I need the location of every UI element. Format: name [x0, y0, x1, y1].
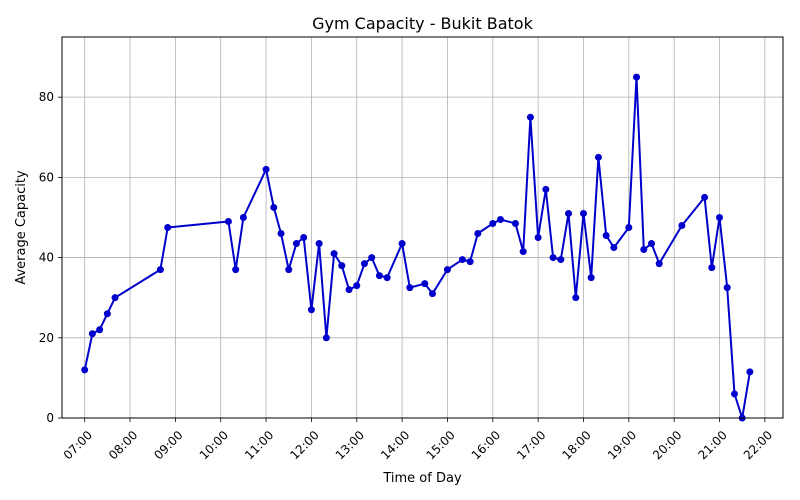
data-point	[496, 215, 504, 223]
y-axis: 0 20 40 60 80	[39, 90, 62, 425]
x-tick-label: 22:00	[741, 428, 775, 462]
marker-layer	[81, 73, 754, 422]
data-point	[111, 294, 119, 302]
data-point	[655, 260, 663, 268]
x-tick-label: 16:00	[469, 428, 503, 462]
x-tick-label: 18:00	[559, 428, 593, 462]
y-tick-label: 40	[39, 251, 54, 265]
data-point	[565, 209, 573, 217]
data-point	[730, 390, 738, 398]
x-tick-label: 20:00	[650, 428, 684, 462]
data-point	[428, 290, 436, 298]
y-tick-label: 20	[39, 331, 54, 345]
y-tick-label: 60	[39, 170, 54, 184]
data-point	[96, 326, 104, 334]
data-point	[625, 224, 633, 231]
x-tick-label: 12:00	[287, 428, 321, 462]
data-point	[353, 282, 361, 290]
x-tick-label: 07:00	[61, 428, 95, 462]
data-point	[322, 334, 330, 342]
data-point	[375, 272, 383, 280]
data-point	[542, 185, 550, 193]
data-point	[534, 234, 542, 242]
data-point	[519, 248, 527, 256]
data-point	[572, 294, 580, 302]
x-tick-label: 13:00	[333, 428, 367, 462]
data-point	[292, 240, 300, 248]
data-point	[610, 244, 618, 252]
x-tick-label: 09:00	[151, 428, 185, 462]
data-point	[398, 240, 406, 248]
data-point	[239, 213, 247, 221]
data-point	[307, 306, 315, 314]
data-point	[466, 258, 474, 266]
x-tick-label: 10:00	[197, 428, 231, 462]
data-point	[723, 284, 731, 292]
data-point	[164, 224, 172, 231]
data-point	[270, 203, 278, 211]
data-point	[300, 234, 308, 242]
data-point	[640, 246, 648, 254]
data-point	[557, 256, 565, 264]
data-point	[338, 262, 346, 270]
data-point	[224, 217, 232, 225]
data-point	[602, 232, 610, 240]
x-axis-title: Time of Day	[382, 471, 462, 486]
y-tick-label: 80	[39, 90, 54, 104]
data-point	[262, 165, 270, 173]
x-axis: 07:00 08:00 09:00 10:00 11:00 12:00 13:00 14:00…	[61, 418, 775, 462]
y-tick-label: 0	[46, 411, 54, 425]
data-point	[330, 250, 338, 258]
x-tick-label: 17:00	[514, 428, 548, 462]
data-point	[587, 274, 595, 282]
data-point	[647, 240, 655, 248]
data-point	[345, 286, 353, 294]
data-point	[701, 193, 709, 201]
data-point	[103, 310, 111, 318]
data-point	[368, 254, 376, 262]
data-point	[594, 153, 602, 161]
data-point	[421, 280, 429, 288]
data-point	[716, 213, 724, 221]
y-axis-title: Average Capacity	[14, 170, 29, 285]
data-point	[156, 266, 164, 274]
data-point	[458, 256, 466, 264]
data-point	[383, 274, 391, 282]
data-point	[277, 230, 285, 238]
data-point	[549, 254, 557, 262]
data-point	[489, 219, 497, 227]
data-point	[678, 221, 686, 229]
x-tick-label: 14:00	[378, 428, 412, 462]
chart-title: Gym Capacity - Bukit Batok	[312, 14, 533, 33]
x-tick-label: 21:00	[696, 428, 730, 462]
data-point	[81, 366, 89, 374]
data-point	[406, 284, 414, 292]
data-point	[360, 260, 368, 268]
series-line	[83, 76, 751, 419]
data-point	[232, 266, 240, 274]
data-point	[511, 219, 519, 227]
series-line-layer	[83, 76, 751, 419]
data-point	[315, 240, 323, 248]
data-point	[633, 73, 641, 81]
x-tick-label: 08:00	[106, 428, 140, 462]
x-tick-label: 15:00	[423, 428, 457, 462]
data-point	[88, 330, 96, 338]
data-point	[474, 230, 482, 238]
plot-frame	[61, 36, 784, 419]
data-point	[746, 368, 754, 376]
x-tick-label: 11:00	[242, 428, 276, 462]
data-point	[579, 209, 587, 217]
data-point	[443, 266, 451, 274]
x-tick-label: 19:00	[605, 428, 639, 462]
data-point	[285, 266, 293, 274]
data-point	[526, 113, 534, 121]
data-point	[708, 264, 716, 272]
